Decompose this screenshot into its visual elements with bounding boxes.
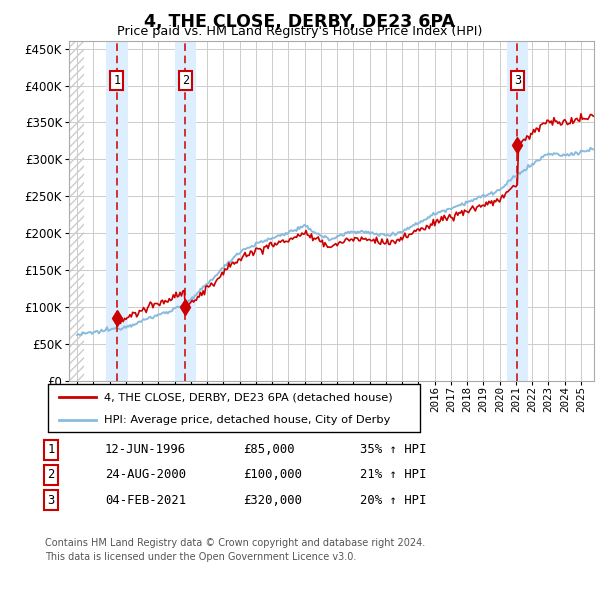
Text: 35% ↑ HPI: 35% ↑ HPI — [360, 443, 427, 456]
Text: 3: 3 — [47, 494, 55, 507]
Bar — [175, 41, 196, 381]
Text: £100,000: £100,000 — [243, 468, 302, 481]
Bar — [106, 41, 128, 381]
Text: £85,000: £85,000 — [243, 443, 295, 456]
Text: Price paid vs. HM Land Registry's House Price Index (HPI): Price paid vs. HM Land Registry's House … — [118, 25, 482, 38]
Text: £320,000: £320,000 — [243, 494, 302, 507]
Text: 12-JUN-1996: 12-JUN-1996 — [105, 443, 186, 456]
Text: This data is licensed under the Open Government Licence v3.0.: This data is licensed under the Open Gov… — [45, 552, 356, 562]
Text: HPI: Average price, detached house, City of Derby: HPI: Average price, detached house, City… — [104, 415, 390, 425]
Bar — [507, 41, 528, 381]
Text: 4, THE CLOSE, DERBY, DE23 6PA (detached house): 4, THE CLOSE, DERBY, DE23 6PA (detached … — [104, 392, 392, 402]
Text: 4, THE CLOSE, DERBY, DE23 6PA: 4, THE CLOSE, DERBY, DE23 6PA — [145, 13, 455, 31]
Text: 3: 3 — [514, 74, 521, 87]
Text: 2: 2 — [47, 468, 55, 481]
Text: 24-AUG-2000: 24-AUG-2000 — [105, 468, 186, 481]
Text: 04-FEB-2021: 04-FEB-2021 — [105, 494, 186, 507]
Text: 1: 1 — [113, 74, 121, 87]
Text: 21% ↑ HPI: 21% ↑ HPI — [360, 468, 427, 481]
Text: 20% ↑ HPI: 20% ↑ HPI — [360, 494, 427, 507]
Text: 2: 2 — [182, 74, 189, 87]
Text: Contains HM Land Registry data © Crown copyright and database right 2024.: Contains HM Land Registry data © Crown c… — [45, 537, 425, 548]
Text: 1: 1 — [47, 443, 55, 456]
